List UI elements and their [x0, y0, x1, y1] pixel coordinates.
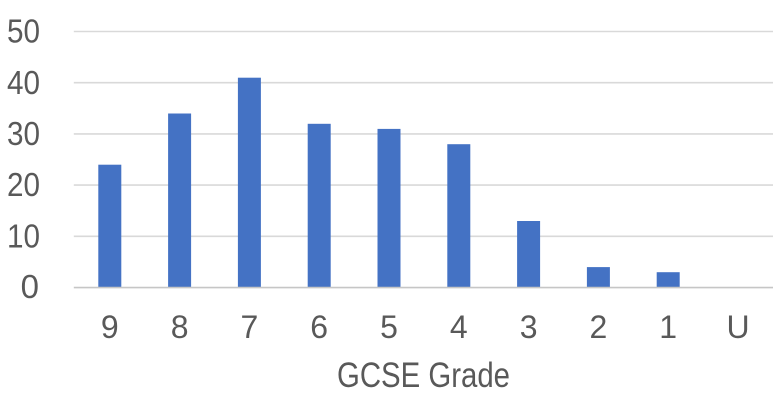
svg-text:40: 40 [7, 64, 40, 101]
svg-text:2: 2 [590, 309, 608, 345]
svg-text:10: 10 [7, 217, 40, 254]
svg-text:3: 3 [520, 309, 538, 345]
svg-text:50: 50 [7, 13, 40, 50]
svg-text:20: 20 [7, 166, 40, 203]
svg-text:U: U [726, 309, 749, 345]
svg-text:8: 8 [171, 309, 189, 345]
svg-text:4: 4 [450, 309, 468, 345]
svg-text:9: 9 [101, 309, 119, 345]
svg-text:5: 5 [380, 309, 398, 345]
svg-text:30: 30 [7, 115, 40, 152]
svg-text:6: 6 [310, 309, 328, 345]
svg-text:7: 7 [241, 309, 259, 345]
svg-text:GCSE Grade: GCSE Grade [337, 355, 510, 395]
svg-text:1: 1 [659, 309, 677, 345]
svg-text:0: 0 [21, 268, 39, 305]
